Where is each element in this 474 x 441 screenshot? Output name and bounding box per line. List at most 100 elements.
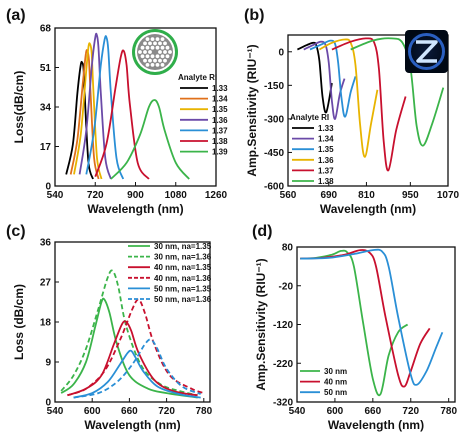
y-tick-label: 9 [45, 358, 51, 369]
x-tick-label: 540 [289, 406, 306, 417]
legend-entry: 1.38 [318, 177, 334, 186]
x-tick-label: 660 [364, 406, 381, 417]
legend-entry: 1.35 [318, 145, 334, 154]
air-hole [160, 37, 165, 41]
mode-field-core [416, 40, 438, 63]
series-line-1 [60, 269, 198, 397]
x-tick-label: 690 [320, 190, 337, 201]
air-hole [163, 58, 167, 63]
legend-entry: 30 nm [324, 367, 347, 376]
legend-entry: 1.37 [318, 166, 334, 175]
x-tick-label: 600 [327, 406, 344, 417]
chart-panel-0: (a) 540 720 900 1080 1260 0 17 34 51 68 Wavelength … [6, 7, 228, 216]
legend-entry: 1.36 [318, 156, 334, 165]
mode-field-ring [408, 33, 445, 70]
air-hole [143, 50, 147, 54]
series-line-4 [73, 349, 201, 399]
air-hole [145, 37, 150, 41]
chart-panel-2: (c) 540 600 660 720 780 0 9 18 27 36 Wavelength (nm… [6, 223, 213, 432]
plot-frame [287, 34, 449, 187]
series-line-5 [73, 338, 202, 399]
mode-field-image [405, 30, 448, 73]
fiber-core-region [137, 34, 173, 70]
x-tick-label: 780 [195, 406, 212, 417]
air-hole [158, 50, 162, 54]
air-hole [165, 45, 170, 50]
air-hole [160, 63, 165, 67]
y-tick-label: 68 [40, 24, 52, 35]
air-hole [145, 63, 150, 67]
legend-entry: 50 nm, na=1.36 [154, 295, 212, 304]
y-axis-title: Amp.Sensitivity (RIU⁻¹) [254, 258, 268, 390]
air-hole [150, 63, 155, 67]
legend-entry: 1.39 [212, 148, 228, 157]
legend-title: Analyte RI [290, 113, 329, 122]
series-line-2 [300, 248, 444, 386]
panel-label: (c) [6, 223, 26, 240]
x-tick-label: 810 [358, 190, 375, 201]
series-line-0 [297, 41, 333, 114]
series-line-4 [85, 35, 125, 180]
air-hole [160, 45, 165, 50]
y-axis-title: Amp.Sensitivity (RIU⁻¹) [245, 44, 259, 176]
legend-entry: 40 nm, na=1.36 [154, 274, 212, 283]
y-tick-label: 80 [282, 243, 294, 254]
air-hole [158, 58, 162, 63]
legend-entry: 30 nm, na=1.35 [154, 242, 212, 251]
series-line-0 [60, 297, 198, 399]
air-hole [158, 41, 162, 46]
series-line-1 [303, 40, 346, 120]
y-tick-label: -300 [264, 114, 284, 125]
air-hole [163, 50, 167, 54]
legend-entry: 1.38 [212, 137, 228, 146]
series-line-3 [318, 38, 379, 158]
x-axis-title: Wavelength (nm) [320, 202, 416, 216]
chart-panel-1: (b) 560 690 810 950 1070 0 -150 -300 -450 -600 Wave… [244, 7, 460, 216]
legend-entry: 1.33 [212, 84, 228, 93]
series-line-3 [78, 32, 112, 180]
air-hole [148, 50, 152, 54]
x-axis-title: Wavelength (nm) [87, 202, 183, 216]
x-tick-label: 1260 [205, 190, 228, 201]
x-tick-label: 540 [47, 190, 64, 201]
x-axis-title: Wavelength (nm) [84, 418, 180, 432]
legend-entry: 1.33 [318, 124, 334, 133]
air-hole [163, 41, 167, 46]
x-tick-label: 720 [87, 190, 104, 201]
legend-entry: 50 nm [324, 388, 347, 397]
x-tick-label: 600 [84, 406, 101, 417]
y-tick-label: -220 [273, 359, 293, 370]
y-tick-label: 17 [40, 142, 52, 153]
air-hole [165, 54, 170, 59]
y-tick-label: 51 [40, 63, 52, 74]
y-tick-label: -20 [279, 281, 294, 292]
series-line-0 [300, 249, 409, 397]
air-hole [140, 54, 145, 59]
panel-label: (a) [6, 7, 26, 24]
y-tick-label: -120 [273, 320, 293, 331]
air-hole [148, 41, 152, 46]
legend-entry: 1.37 [212, 126, 228, 135]
legend-entry: 30 nm, na=1.36 [154, 253, 212, 262]
legend-entry: 1.34 [318, 135, 334, 144]
y-tick-label: 0 [278, 47, 284, 58]
air-hole [153, 41, 157, 46]
x-tick-label: 1070 [437, 190, 460, 201]
x-tick-label: 720 [158, 406, 175, 417]
panel-label: (b) [244, 7, 264, 24]
legend-entry: 1.35 [212, 105, 228, 114]
air-hole [148, 58, 152, 63]
y-tick-label: 18 [40, 318, 52, 329]
air-hole [140, 45, 145, 50]
legend-entry: 50 nm, na=1.35 [154, 284, 212, 293]
air-hole [138, 50, 142, 54]
series-line-2 [73, 42, 103, 180]
y-tick-label: -450 [264, 148, 284, 159]
x-tick-label: 1080 [165, 190, 188, 201]
air-hole [168, 50, 172, 54]
x-tick-label: 950 [402, 190, 419, 201]
air-hole [145, 45, 150, 50]
air-hole [153, 58, 157, 63]
y-tick-label: 36 [40, 238, 52, 249]
